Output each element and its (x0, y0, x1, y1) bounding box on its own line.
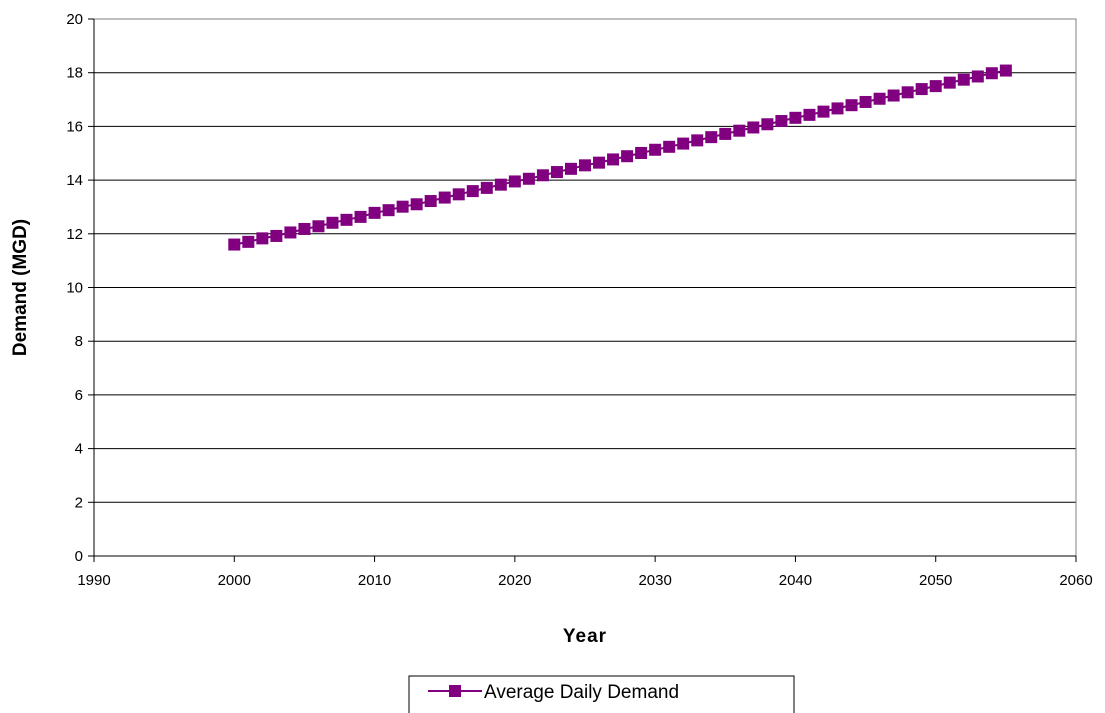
legend-marker-swatch (449, 685, 461, 697)
data-point (649, 143, 662, 156)
data-point (564, 162, 577, 175)
data-point (663, 140, 676, 153)
data-point (424, 195, 437, 208)
x-tick-label: 1990 (77, 572, 110, 589)
data-point (228, 238, 241, 251)
data-point (354, 210, 367, 223)
data-point (340, 213, 353, 226)
data-point (242, 235, 255, 248)
legend: Average Daily Demand (408, 675, 795, 713)
data-point (817, 105, 830, 118)
y-tick-label: 12 (66, 226, 83, 243)
data-point (536, 169, 549, 182)
data-point (607, 153, 620, 166)
x-axis-title: Year (563, 626, 607, 647)
data-point (705, 131, 718, 144)
legend-label: Average Daily Demand (484, 682, 679, 703)
data-point (382, 204, 395, 217)
data-point (859, 95, 872, 108)
y-axis-ticks: 0 2 4 6 8 10 12 14 16 18 20 (66, 11, 94, 565)
x-axis-ticks: 1990 2000 2010 2020 2030 2040 2050 2060 (77, 19, 1093, 589)
data-point (789, 111, 802, 124)
data-point (270, 229, 283, 242)
data-point (775, 115, 788, 128)
data-point (621, 150, 634, 163)
x-tick-label: 2030 (638, 572, 671, 589)
data-point (312, 220, 325, 233)
x-tick-label: 2060 (1059, 572, 1092, 589)
data-point (593, 156, 606, 169)
data-point (803, 108, 816, 121)
data-point (943, 76, 956, 89)
y-axis-title: Demand (MGD) (10, 219, 31, 356)
data-point (522, 172, 535, 185)
data-point (396, 200, 409, 213)
data-point (452, 188, 465, 201)
data-point (298, 222, 311, 235)
y-tick-label: 4 (75, 441, 83, 458)
y-tick-label: 20 (66, 11, 83, 28)
data-point (845, 99, 858, 112)
data-point (873, 92, 886, 105)
x-tick-label: 2050 (919, 572, 952, 589)
data-point (494, 178, 507, 191)
data-point (747, 121, 760, 134)
y-tick-label: 2 (75, 494, 83, 511)
data-point (929, 80, 942, 93)
grid-lines (94, 18, 1076, 503)
data-point (831, 102, 844, 115)
data-point (410, 198, 423, 211)
data-point (635, 146, 648, 159)
data-point (466, 185, 479, 198)
legend-box (408, 675, 795, 713)
x-tick-label: 2010 (358, 572, 391, 589)
x-tick-label: 2040 (779, 572, 812, 589)
y-tick-label: 10 (66, 280, 83, 297)
data-point (971, 70, 984, 83)
x-tick-label: 2020 (498, 572, 531, 589)
data-point (256, 232, 269, 245)
data-point (719, 127, 732, 140)
y-tick-label: 8 (75, 333, 83, 350)
data-point (326, 216, 339, 229)
data-point (901, 86, 914, 99)
y-tick-label: 14 (66, 172, 83, 189)
data-point (284, 226, 297, 239)
data-point (985, 67, 998, 80)
data-point (915, 83, 928, 96)
y-tick-label: 16 (66, 118, 83, 135)
data-point (550, 166, 563, 179)
data-point (957, 73, 970, 86)
data-point (508, 175, 521, 188)
data-point (677, 137, 690, 150)
y-tick-label: 18 (66, 65, 83, 82)
data-point (438, 191, 451, 204)
data-point (368, 206, 381, 219)
series-layer (228, 64, 1012, 251)
x-tick-label: 2000 (218, 572, 251, 589)
data-point (887, 89, 900, 102)
data-point (480, 181, 493, 194)
data-point (761, 118, 774, 131)
y-tick-label: 0 (75, 548, 83, 565)
data-point (579, 159, 591, 172)
data-point (999, 64, 1012, 77)
data-point (691, 134, 704, 147)
y-tick-label: 6 (75, 387, 83, 404)
data-point (733, 124, 746, 137)
